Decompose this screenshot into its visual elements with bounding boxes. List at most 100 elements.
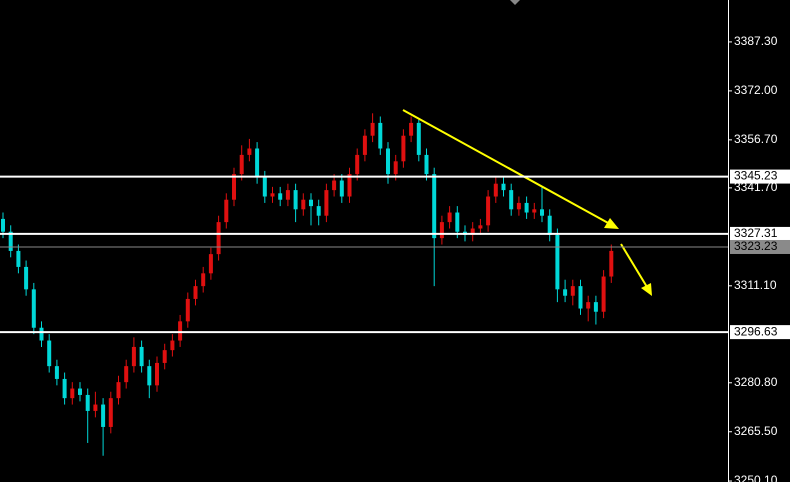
candle-body	[108, 398, 113, 427]
price-level-label: 3323.23	[734, 239, 778, 253]
candle-body	[54, 366, 59, 379]
price-level-box	[730, 239, 790, 254]
candle-body	[255, 148, 260, 178]
candle-body	[70, 388, 75, 399]
candle-body	[124, 366, 129, 383]
candle-body	[278, 193, 283, 200]
candle-body	[416, 122, 421, 155]
candle-body	[139, 346, 144, 367]
candle-body	[362, 135, 367, 155]
candle-body	[570, 286, 575, 296]
candle-body	[609, 250, 614, 277]
candle-body	[85, 394, 90, 411]
candle-body	[378, 122, 383, 149]
candle-body	[62, 378, 67, 399]
candle-body	[439, 222, 444, 239]
candle-body	[262, 177, 267, 197]
candle-body	[447, 212, 452, 223]
trend-arrow	[620, 243, 652, 296]
candle-body	[101, 404, 106, 427]
candle-body	[47, 340, 52, 367]
candle-body	[8, 231, 13, 251]
candle-body	[586, 302, 591, 309]
candle-body	[270, 193, 275, 197]
candle-body	[593, 302, 598, 312]
candle-body	[316, 206, 321, 216]
trend-arrow	[402, 109, 619, 229]
candle-body	[293, 190, 298, 210]
candle-body	[193, 286, 198, 299]
candle-body	[301, 199, 306, 210]
candle-body	[232, 174, 236, 200]
price-level-label: 3345.23	[734, 169, 778, 183]
candle-body	[524, 202, 529, 213]
candle-body	[155, 362, 159, 386]
candle-body	[162, 350, 167, 363]
candle-body	[147, 366, 152, 386]
candle-body	[540, 209, 544, 216]
candle-body	[563, 289, 568, 296]
candle-body	[309, 199, 313, 207]
candle-body	[16, 250, 21, 267]
y-tick-label: 3280.80	[734, 375, 778, 389]
candle-body	[470, 228, 475, 235]
candle-body	[532, 209, 537, 213]
candle-body	[393, 161, 398, 175]
scroll-marker	[510, 0, 520, 5]
candle-body	[185, 298, 190, 322]
candle-body	[555, 234, 560, 290]
candle-body	[339, 180, 344, 197]
candle-body	[432, 174, 437, 239]
y-tick-label: 3387.30	[734, 34, 778, 48]
candle-body	[547, 215, 552, 235]
price-level-box	[730, 226, 790, 241]
candle-body	[1, 218, 5, 232]
price-level-box	[730, 325, 790, 340]
candle-body	[78, 388, 82, 395]
candle-body	[201, 273, 206, 287]
candle-body	[131, 346, 136, 367]
candle-body	[386, 148, 390, 175]
y-tick-label: 3356.70	[734, 132, 778, 146]
price-level-box	[730, 169, 790, 184]
candle-body	[401, 135, 406, 162]
y-tick-label: 3372.00	[734, 83, 778, 97]
candle-body	[239, 154, 244, 175]
candle-body	[224, 199, 229, 223]
candle-body	[116, 382, 121, 399]
candle-body	[178, 321, 183, 341]
candle-body	[355, 154, 360, 175]
candle-body	[324, 190, 329, 216]
candle-body	[493, 183, 498, 197]
candle-body	[578, 286, 583, 309]
candle-body	[455, 212, 460, 232]
candle-body	[347, 174, 352, 197]
candle-body	[478, 225, 483, 229]
candle-body	[370, 122, 375, 136]
y-tick-label: 3250.10	[734, 473, 778, 482]
candle-body	[247, 148, 252, 155]
candle-body	[285, 190, 290, 200]
candle-body	[424, 154, 429, 175]
price-level-label: 3327.31	[734, 226, 778, 240]
candle-body	[39, 327, 44, 341]
plot-area	[1, 113, 614, 456]
candle-body	[509, 190, 514, 210]
candle-body	[93, 404, 98, 411]
candle-body	[208, 254, 213, 274]
candle-body	[486, 196, 491, 226]
y-tick-label: 3265.50	[734, 424, 778, 438]
price-level-label: 3296.63	[734, 324, 778, 338]
candle-body	[516, 202, 521, 210]
y-tick-label: 3311.10	[734, 278, 777, 292]
candle-body	[170, 340, 175, 351]
candle-body	[601, 276, 606, 312]
candle-body	[31, 289, 36, 328]
candle-body	[409, 122, 414, 136]
candle-body	[24, 266, 29, 290]
candle-body	[332, 180, 337, 191]
candle-body	[216, 222, 221, 255]
candle-body	[501, 183, 506, 191]
